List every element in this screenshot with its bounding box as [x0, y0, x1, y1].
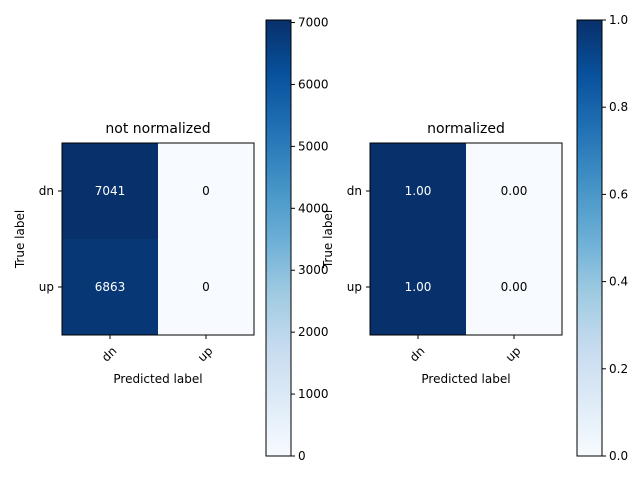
colorbar-tick-label: 0	[298, 449, 306, 463]
colorbar-tick-label: 1000	[298, 387, 329, 401]
colorbar-tick-label: 7000	[298, 16, 329, 30]
colorbar-tick-label: 0.2	[609, 362, 628, 376]
chart-title: normalized	[427, 121, 505, 137]
cell-value-label: 0	[202, 184, 210, 198]
heatmap-cell	[370, 239, 466, 335]
heatmap-cell	[370, 143, 466, 239]
chart-title: not normalized	[105, 121, 210, 137]
colorbar-tick-label: 6000	[298, 77, 329, 91]
heatmap-cell	[466, 239, 562, 335]
colorbar-tick-label: 1.0	[609, 13, 628, 27]
cell-value-label: 1.00	[405, 184, 432, 198]
y-tick-label: up	[347, 280, 362, 294]
colorbar-tick-label: 5000	[298, 139, 329, 153]
x-tick-label: up	[503, 344, 524, 365]
colorbar-tick-label: 0.0	[609, 449, 628, 463]
cell-value-label: 6863	[95, 280, 126, 294]
heatmap-cell	[158, 143, 254, 239]
colorbar-gradient	[266, 20, 291, 456]
y-axis-label: True label	[321, 210, 335, 269]
chart-2: 1.00 0.00 1.00 0.00 normalized dn up dn up Predic…	[321, 13, 628, 463]
y-axis-label: True label	[13, 210, 27, 269]
x-tick-label: up	[195, 344, 216, 365]
colorbar-tick-label: 0.4	[609, 275, 628, 289]
cell-value-label: 7041	[95, 184, 126, 198]
heatmap-cell	[62, 239, 158, 335]
y-tick-label: dn	[39, 184, 54, 198]
cell-value-label: 0	[202, 280, 210, 294]
colorbar-tick-label: 0.8	[609, 100, 628, 114]
colorbar-frame	[265, 19, 292, 457]
colorbar-tick-label: 0.6	[609, 187, 628, 201]
heatmap-cell	[62, 143, 158, 239]
cell-value-label: 0.00	[501, 184, 528, 198]
x-axis-label: Predicted label	[421, 372, 510, 386]
y-tick-label: dn	[347, 184, 362, 198]
matrix-frame	[369, 142, 563, 336]
heatmap-cell	[158, 239, 254, 335]
y-tick-label: up	[39, 280, 54, 294]
chart-1: 7041 0 6863 0 not normalized dn up dn up Predicte…	[13, 16, 329, 463]
colorbar-gradient	[577, 20, 602, 456]
colorbar-tick-label: 2000	[298, 325, 329, 339]
colorbar-tick-label: 4000	[298, 201, 329, 215]
colorbar-frame	[576, 19, 603, 457]
heatmap-cell	[466, 143, 562, 239]
colorbar-tick-label: 3000	[298, 263, 329, 277]
x-tick-label: dn	[99, 344, 120, 365]
cell-value-label: 1.00	[405, 280, 432, 294]
cell-value-label: 0.00	[501, 280, 528, 294]
matrix-frame	[61, 142, 255, 336]
x-axis-label: Predicted label	[113, 372, 202, 386]
x-tick-label: dn	[407, 344, 428, 365]
